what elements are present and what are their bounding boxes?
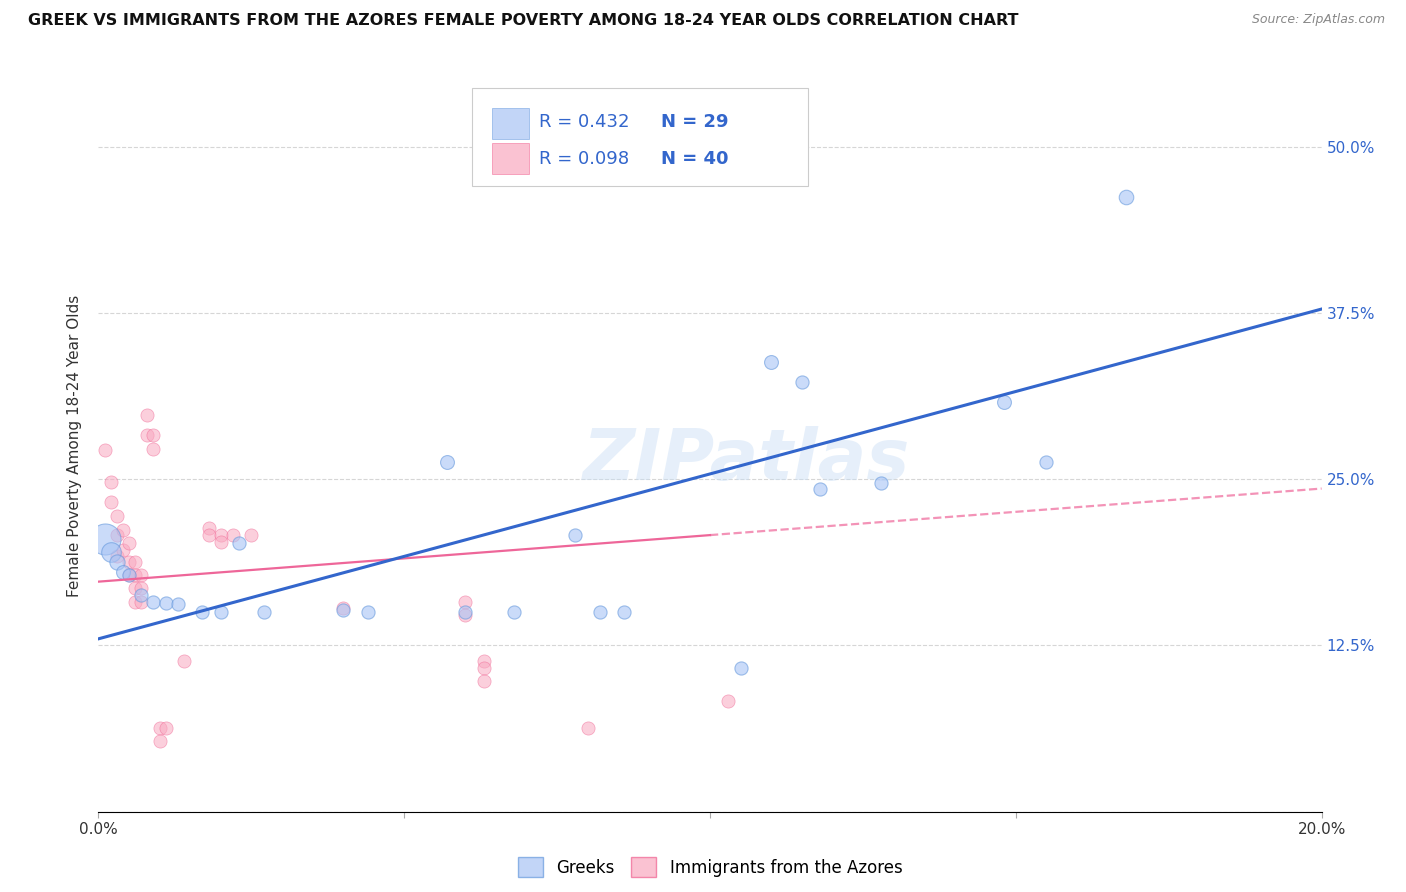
Point bbox=[436, 455, 458, 469]
Point bbox=[191, 605, 214, 619]
Point bbox=[252, 605, 274, 619]
Text: N = 29: N = 29 bbox=[661, 113, 728, 131]
Point bbox=[136, 428, 159, 442]
Point bbox=[100, 475, 122, 489]
Point bbox=[993, 395, 1015, 409]
FancyBboxPatch shape bbox=[492, 144, 529, 174]
Point bbox=[808, 482, 831, 496]
Point bbox=[142, 428, 165, 442]
Point bbox=[589, 605, 612, 619]
Text: ZIPatlas: ZIPatlas bbox=[583, 426, 911, 495]
Point bbox=[1035, 455, 1057, 469]
Point bbox=[124, 594, 146, 608]
Point bbox=[105, 528, 128, 542]
Point bbox=[332, 601, 354, 615]
Point bbox=[111, 566, 134, 580]
Point bbox=[454, 607, 477, 622]
Point bbox=[100, 545, 122, 559]
Point bbox=[576, 721, 599, 735]
Point bbox=[111, 523, 134, 537]
Point bbox=[472, 655, 495, 669]
Text: R = 0.432: R = 0.432 bbox=[538, 113, 630, 131]
Point bbox=[118, 536, 141, 550]
Legend: Greeks, Immigrants from the Azores: Greeks, Immigrants from the Azores bbox=[512, 850, 908, 884]
Point bbox=[209, 534, 232, 549]
Point bbox=[149, 721, 172, 735]
Point bbox=[454, 594, 477, 608]
Point bbox=[100, 495, 122, 509]
Point bbox=[454, 605, 477, 619]
Point bbox=[228, 536, 250, 550]
Point bbox=[240, 528, 263, 542]
Point bbox=[129, 594, 152, 608]
Text: GREEK VS IMMIGRANTS FROM THE AZORES FEMALE POVERTY AMONG 18-24 YEAR OLDS CORRELA: GREEK VS IMMIGRANTS FROM THE AZORES FEMA… bbox=[28, 13, 1018, 29]
Point bbox=[759, 355, 782, 369]
Point bbox=[93, 442, 115, 457]
Point bbox=[155, 596, 177, 610]
Point bbox=[118, 568, 141, 582]
Point bbox=[124, 568, 146, 582]
Point bbox=[790, 375, 813, 389]
Point bbox=[105, 549, 128, 564]
Point bbox=[356, 605, 378, 619]
Point bbox=[149, 734, 172, 748]
Point bbox=[197, 521, 219, 535]
Point bbox=[129, 582, 152, 596]
Point bbox=[564, 528, 586, 542]
Point bbox=[111, 542, 134, 557]
Point bbox=[472, 674, 495, 689]
Point bbox=[129, 588, 152, 602]
Point bbox=[142, 442, 165, 456]
Point bbox=[717, 694, 740, 708]
Point bbox=[124, 582, 146, 596]
Point bbox=[129, 568, 152, 582]
Point bbox=[136, 409, 159, 423]
Point bbox=[332, 602, 354, 616]
FancyBboxPatch shape bbox=[471, 87, 808, 186]
Point bbox=[503, 605, 526, 619]
Text: N = 40: N = 40 bbox=[661, 150, 728, 168]
Point bbox=[142, 594, 165, 608]
Point bbox=[472, 661, 495, 675]
Point bbox=[105, 509, 128, 524]
Text: R = 0.098: R = 0.098 bbox=[538, 150, 628, 168]
Point bbox=[155, 721, 177, 735]
Point bbox=[118, 555, 141, 569]
Point bbox=[870, 476, 893, 491]
Point bbox=[124, 555, 146, 569]
Point bbox=[173, 655, 195, 669]
Point bbox=[167, 597, 190, 611]
FancyBboxPatch shape bbox=[492, 108, 529, 139]
Point bbox=[222, 528, 245, 542]
Point bbox=[209, 605, 232, 619]
Text: Source: ZipAtlas.com: Source: ZipAtlas.com bbox=[1251, 13, 1385, 27]
Point bbox=[730, 661, 752, 675]
Point bbox=[197, 528, 219, 542]
Y-axis label: Female Poverty Among 18-24 Year Olds: Female Poverty Among 18-24 Year Olds bbox=[67, 295, 83, 597]
Point bbox=[93, 532, 115, 546]
Point bbox=[1115, 190, 1137, 204]
Point bbox=[613, 605, 636, 619]
Point bbox=[105, 555, 128, 569]
Point bbox=[118, 568, 141, 582]
Point bbox=[209, 528, 232, 542]
